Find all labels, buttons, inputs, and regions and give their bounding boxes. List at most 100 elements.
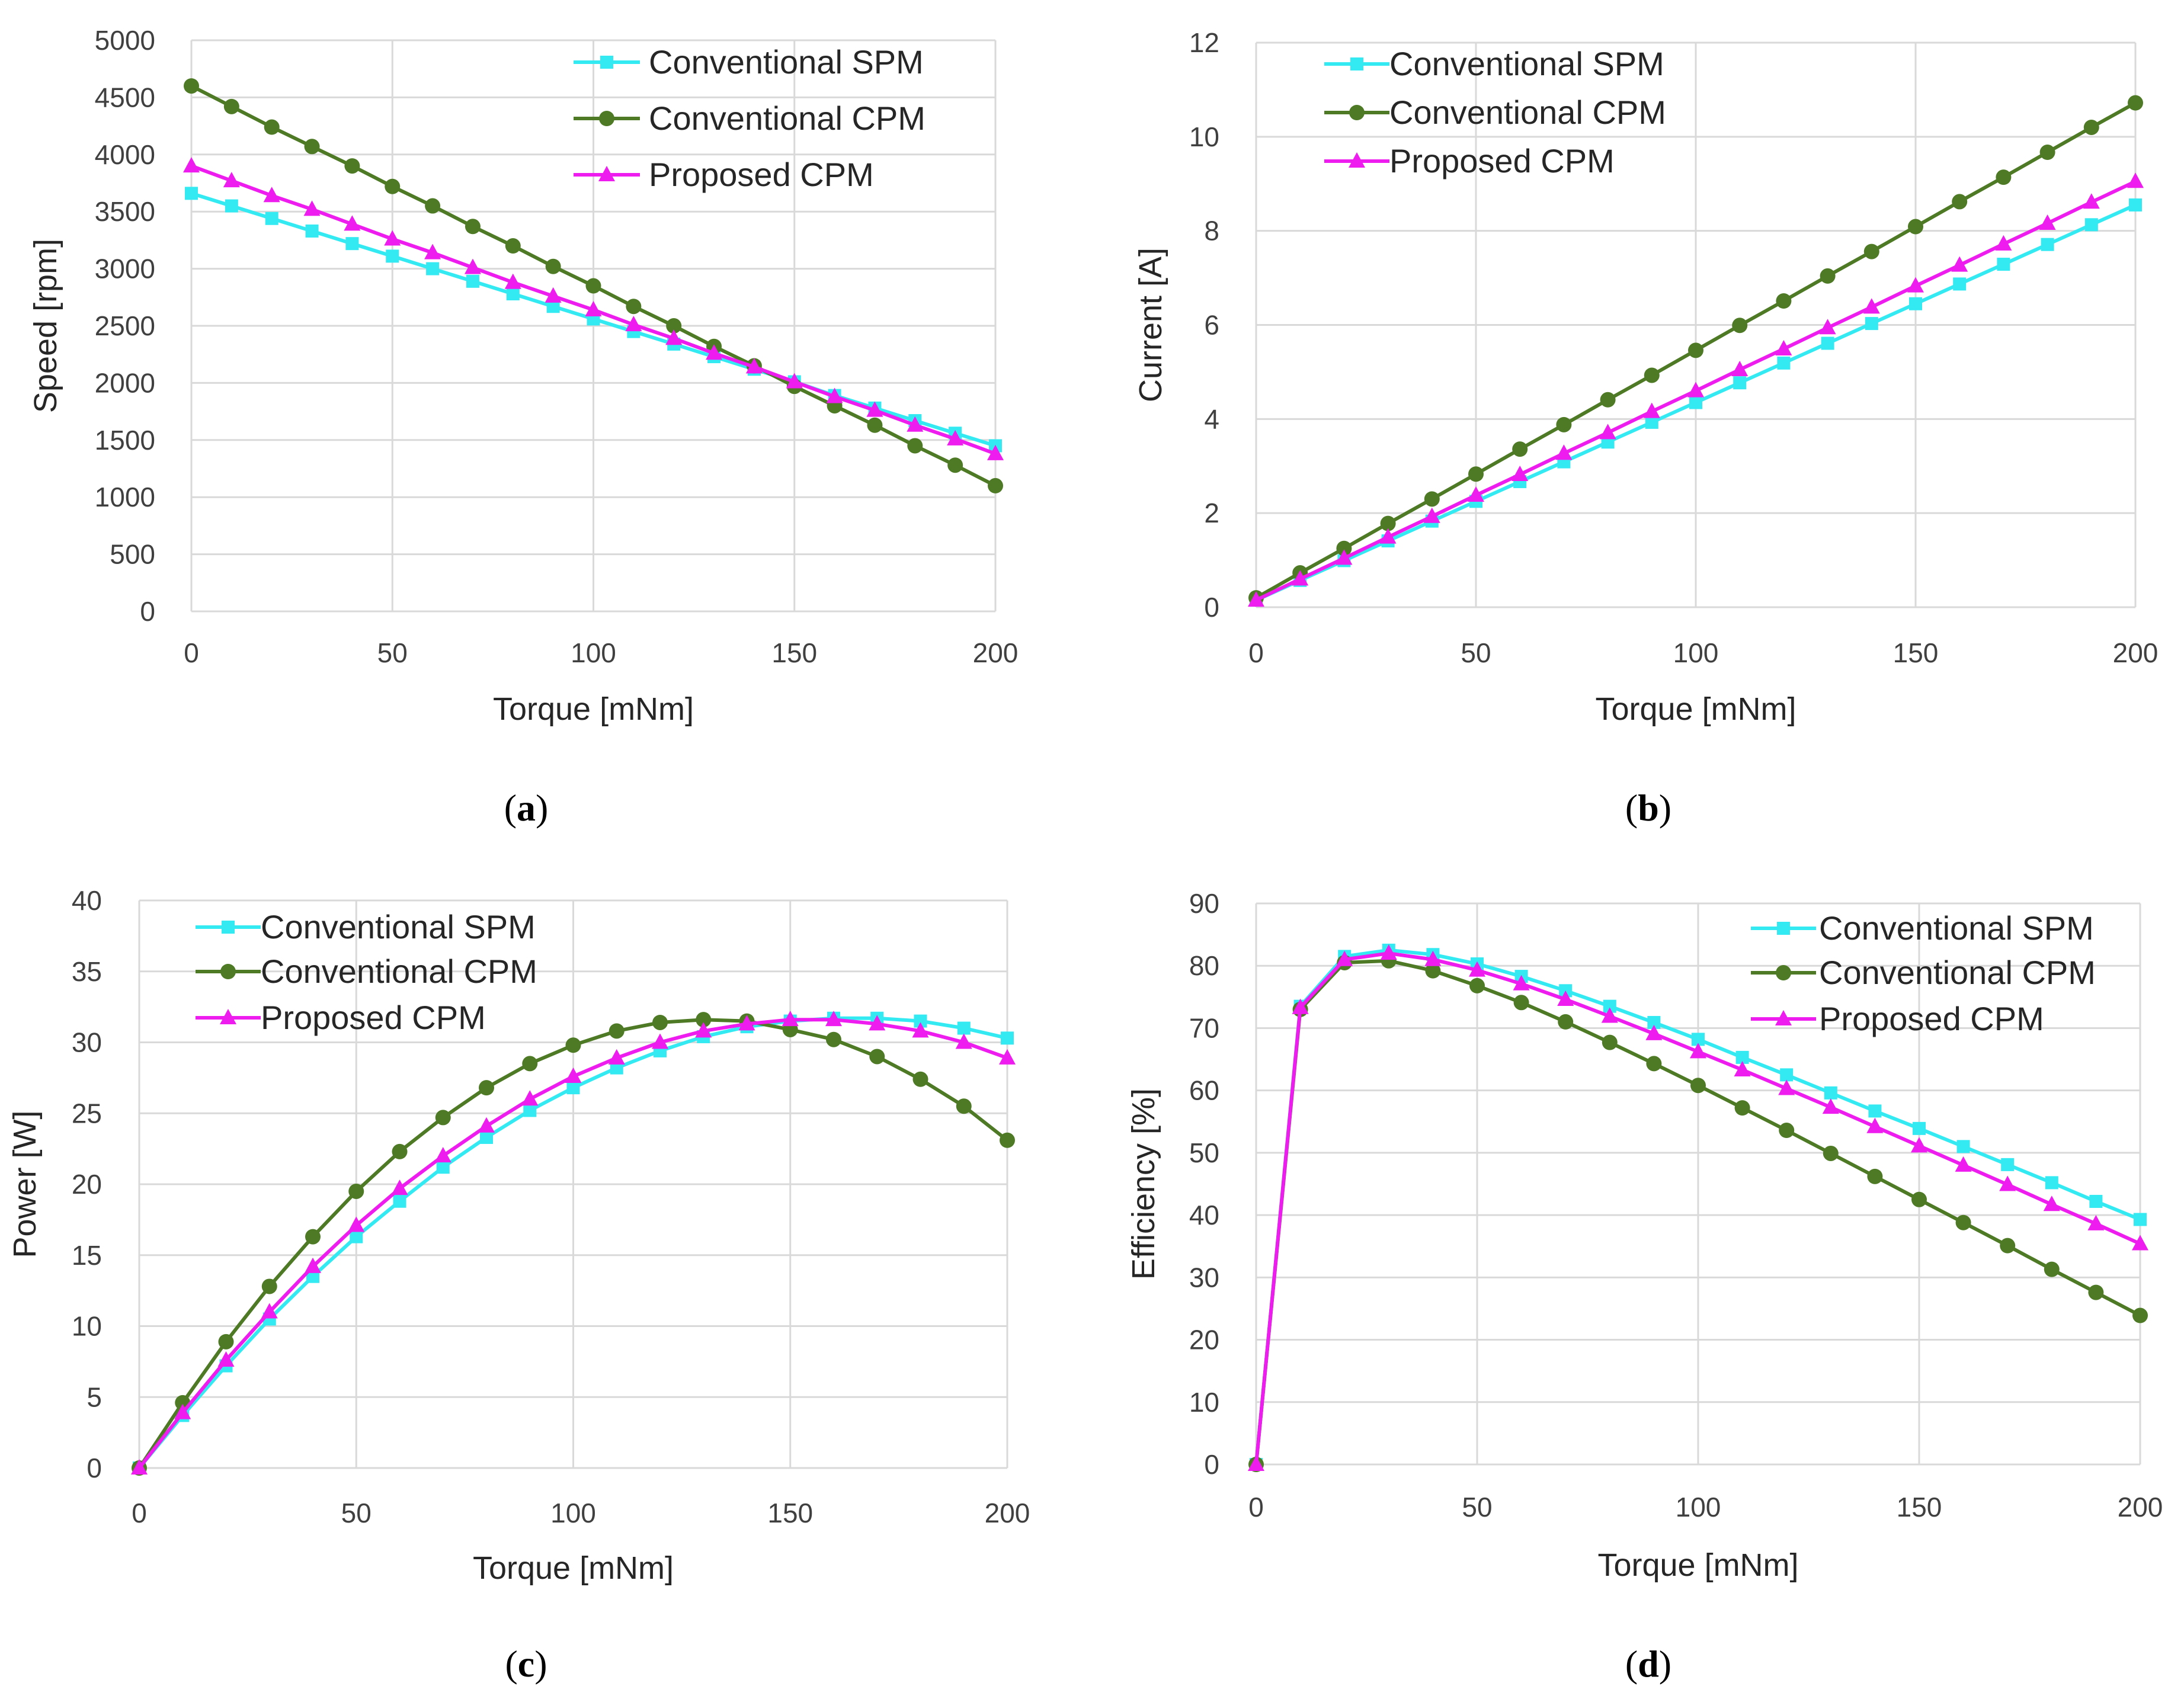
y-axis-title: Speed [rpm] [28, 239, 63, 413]
data-point-triangle [303, 200, 321, 216]
data-point-square [2041, 238, 2054, 251]
data-point-circle [348, 1183, 364, 1199]
data-point-circle [696, 1012, 712, 1028]
y-axis-title: Power [W] [7, 1110, 43, 1258]
x-axis-title: Torque [mNm] [473, 1550, 674, 1586]
data-point-triangle [1599, 424, 1616, 440]
data-point-circle [1513, 995, 1529, 1011]
data-point-square [1953, 277, 1967, 291]
data-point-triangle [2127, 172, 2144, 188]
data-point-triangle [1336, 950, 1353, 966]
data-point-triangle [1866, 1117, 1884, 1133]
data-point-circle [652, 1014, 668, 1030]
data-point-triangle [907, 416, 924, 432]
data-point-circle [1646, 1056, 1662, 1072]
data-point-circle [392, 1143, 408, 1159]
y-tick-label: 15 [72, 1240, 102, 1271]
data-point-circle [1732, 318, 1748, 334]
data-point-square [2129, 198, 2142, 211]
data-point-circle [626, 299, 642, 315]
y-tick-label: 50 [1189, 1137, 1219, 1168]
y-tick-label: 12 [1189, 27, 1219, 58]
data-point-circle [184, 78, 199, 94]
data-point-circle [956, 1098, 972, 1114]
data-point-circle [505, 238, 521, 254]
data-point-square [1735, 1050, 1749, 1064]
data-point-square [914, 1014, 927, 1028]
data-point-triangle [1911, 1137, 1927, 1153]
data-point-square [1733, 376, 1747, 390]
data-point-circle [223, 98, 239, 114]
x-tick-label: 0 [132, 1498, 147, 1528]
data-point-square [1824, 1086, 1837, 1100]
data-point-triangle [2043, 1195, 2060, 1211]
data-point-circle [826, 1031, 841, 1047]
data-point-square [2084, 218, 2098, 232]
x-tick-label: 150 [771, 637, 817, 668]
data-point-triangle [1731, 360, 1749, 376]
data-point-square [1868, 1104, 1882, 1118]
legend: Conventional SPM Conventional CPM Proposed… [196, 908, 537, 1036]
data-point-circle [1908, 219, 1923, 235]
data-point-triangle [1778, 1079, 1795, 1095]
data-point-triangle [1292, 998, 1309, 1014]
data-point-triangle [1775, 340, 1792, 356]
legend-label: Conventional CPM [261, 953, 537, 990]
legend-label: Conventional SPM [261, 908, 536, 945]
legend-label: Conventional SPM [1389, 45, 1664, 82]
data-point-triangle [825, 1011, 842, 1027]
data-point-triangle [1513, 975, 1530, 991]
data-point-triangle [344, 215, 361, 231]
data-point-triangle [504, 273, 521, 289]
data-point-circle [869, 1049, 885, 1065]
data-point-triangle [305, 1257, 321, 1273]
data-point-triangle [1469, 961, 1485, 977]
data-point-circle [2088, 1284, 2104, 1300]
data-point-square [957, 1021, 971, 1035]
data-point-square [2001, 1158, 2015, 1171]
data-point-triangle [521, 1090, 539, 1106]
data-point-circle [1602, 1034, 1618, 1050]
data-point-triangle [1248, 591, 1264, 607]
data-point-circle [344, 158, 360, 174]
y-tick-label: 20 [72, 1169, 102, 1200]
legend-marker-triangle [1775, 1010, 1792, 1025]
panel-label: (d) [1625, 1643, 1671, 1685]
x-tick-label: 50 [377, 637, 408, 668]
y-tick-label: 1000 [95, 482, 155, 512]
data-point-triangle [2039, 214, 2056, 230]
data-point-square [1647, 1015, 1661, 1029]
data-point-triangle [1380, 944, 1397, 960]
data-point-triangle [1819, 319, 1836, 335]
y-tick-label: 90 [1189, 888, 1219, 919]
data-point-circle [305, 1229, 321, 1245]
data-point-triangle [866, 401, 883, 417]
data-point-triangle [565, 1067, 582, 1083]
x-tick-label: 150 [767, 1498, 813, 1528]
legend-marker-circle [1349, 105, 1365, 120]
x-tick-label: 50 [341, 1498, 372, 1528]
data-point-square [345, 237, 359, 251]
data-point-square [305, 224, 319, 238]
data-point-circle [867, 417, 883, 433]
legend-marker-triangle [220, 1009, 236, 1024]
data-point-circle [1425, 963, 1441, 979]
y-tick-label: 3000 [95, 254, 155, 284]
data-point-circle [1556, 416, 1572, 432]
legend-marker-square [222, 921, 235, 934]
data-point-circle [1823, 1145, 1839, 1161]
data-point-circle [1867, 1168, 1883, 1184]
data-point-square [2045, 1176, 2058, 1190]
chart-c: 0 5 10 15 20 25 30 35 40 0 50 100 150 200 Torque [mNm]… [7, 885, 1030, 1685]
legend-label: Proposed CPM [1819, 1000, 2044, 1037]
x-tick-label: 0 [1248, 637, 1264, 668]
data-point-triangle [1955, 1156, 1972, 1172]
data-point-circle [1779, 1123, 1795, 1139]
data-point-square [1909, 297, 1922, 310]
legend: Conventional SPM Conventional CPM Proposed… [1324, 45, 1666, 180]
data-point-triangle [424, 243, 441, 259]
legend-label: Conventional SPM [1819, 909, 2094, 947]
data-point-circle [1734, 1100, 1750, 1116]
data-point-circle [218, 1334, 234, 1350]
